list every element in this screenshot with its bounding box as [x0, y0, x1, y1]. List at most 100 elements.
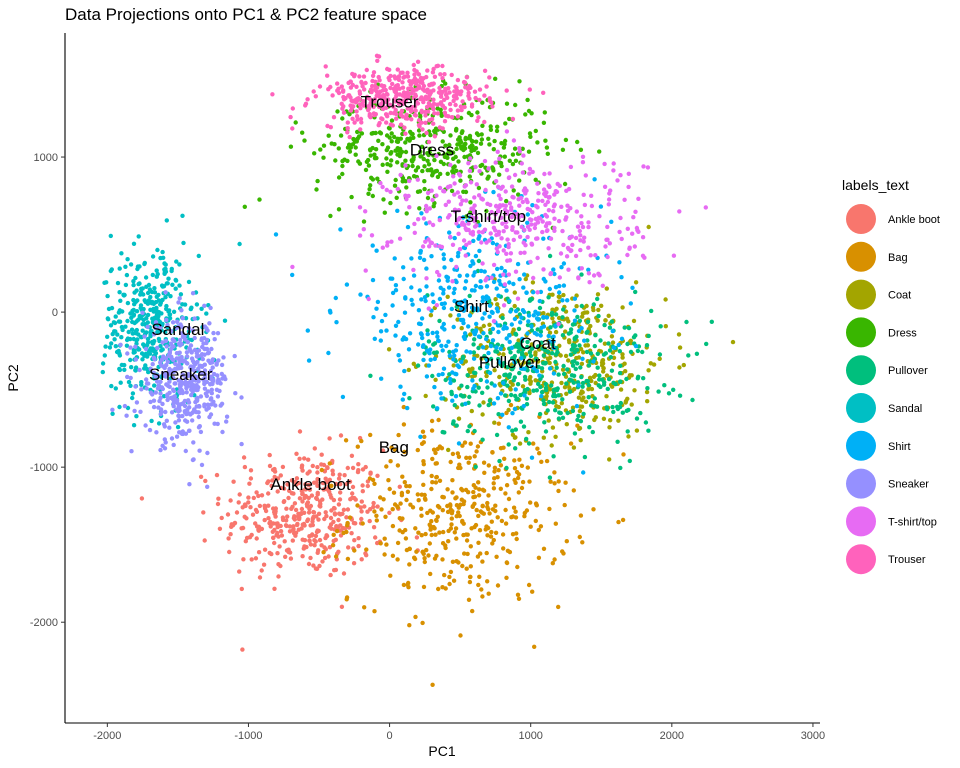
- data-point: [500, 532, 506, 537]
- data-point: [464, 538, 470, 543]
- data-point: [387, 102, 393, 108]
- data-point: [350, 495, 355, 500]
- data-point: [209, 387, 214, 392]
- data-point: [367, 518, 372, 524]
- data-point: [447, 142, 452, 148]
- data-point: [395, 540, 401, 546]
- data-point: [462, 154, 467, 160]
- data-point: [302, 523, 307, 528]
- data-point: [460, 518, 465, 524]
- data-point: [648, 361, 653, 366]
- data-point: [115, 332, 120, 337]
- data-point: [507, 339, 512, 345]
- data-point: [337, 497, 343, 502]
- data-point: [489, 209, 494, 215]
- data-point: [550, 316, 555, 321]
- data-point: [511, 356, 517, 361]
- data-point: [412, 556, 418, 562]
- data-point: [398, 111, 403, 117]
- data-point: [500, 221, 505, 226]
- data-point: [504, 336, 509, 341]
- data-point: [537, 411, 543, 417]
- data-point: [541, 120, 547, 126]
- data-point: [481, 460, 487, 465]
- data-point: [605, 224, 610, 230]
- data-point: [392, 134, 397, 140]
- data-point: [410, 131, 415, 137]
- data-point: [459, 144, 464, 149]
- data-point: [516, 192, 521, 197]
- data-point: [365, 483, 370, 489]
- data-point: [501, 546, 506, 551]
- data-point: [246, 495, 251, 500]
- data-point: [424, 203, 429, 209]
- data-point: [556, 321, 561, 327]
- data-point: [577, 343, 582, 348]
- data-point: [452, 181, 457, 186]
- data-point: [496, 160, 502, 165]
- data-point: [452, 235, 457, 241]
- data-point: [370, 73, 376, 79]
- data-point: [167, 371, 172, 376]
- data-point: [515, 230, 520, 235]
- data-point: [460, 488, 465, 493]
- data-point: [393, 333, 398, 338]
- data-point: [363, 268, 368, 273]
- data-point: [524, 396, 530, 401]
- data-point: [520, 384, 526, 389]
- data-point: [397, 516, 402, 521]
- data-point: [550, 351, 555, 356]
- data-point: [417, 189, 423, 194]
- data-point: [430, 197, 435, 203]
- data-point: [480, 316, 485, 321]
- data-point: [281, 499, 286, 505]
- data-point: [356, 468, 361, 473]
- data-point: [467, 168, 473, 173]
- data-point: [482, 311, 487, 316]
- data-point: [147, 287, 153, 292]
- data-point: [503, 121, 508, 126]
- data-point: [603, 244, 608, 249]
- data-point: [504, 129, 510, 134]
- data-point: [514, 536, 519, 542]
- data-point: [547, 399, 552, 405]
- data-point: [498, 486, 503, 491]
- data-point: [380, 162, 385, 167]
- data-point: [390, 303, 395, 308]
- data-point: [543, 429, 549, 434]
- data-point: [572, 337, 577, 342]
- data-point: [133, 328, 139, 334]
- data-point: [380, 102, 385, 108]
- data-point: [125, 257, 130, 262]
- data-point: [257, 503, 263, 509]
- data-point: [544, 315, 550, 320]
- data-point: [276, 534, 281, 539]
- data-point: [417, 288, 422, 293]
- data-point: [527, 217, 533, 222]
- data-point: [163, 338, 169, 344]
- data-point: [152, 290, 158, 295]
- data-point: [425, 158, 430, 163]
- data-point: [471, 495, 476, 500]
- data-point: [533, 350, 538, 355]
- data-point: [539, 366, 545, 371]
- data-point: [407, 562, 412, 567]
- data-point: [530, 589, 535, 594]
- data-point: [386, 125, 392, 131]
- data-point: [531, 388, 536, 393]
- data-point: [390, 523, 396, 529]
- data-point: [533, 378, 538, 383]
- data-point: [368, 432, 373, 438]
- data-point: [457, 273, 462, 278]
- data-point: [430, 456, 435, 462]
- data-point: [358, 292, 363, 297]
- data-point: [478, 509, 483, 514]
- data-point: [426, 96, 432, 101]
- data-point: [198, 394, 204, 399]
- data-point: [429, 519, 434, 524]
- data-point: [498, 346, 503, 351]
- data-point: [625, 429, 630, 434]
- data-point: [104, 280, 109, 285]
- data-point: [113, 314, 118, 319]
- data-point: [601, 352, 607, 357]
